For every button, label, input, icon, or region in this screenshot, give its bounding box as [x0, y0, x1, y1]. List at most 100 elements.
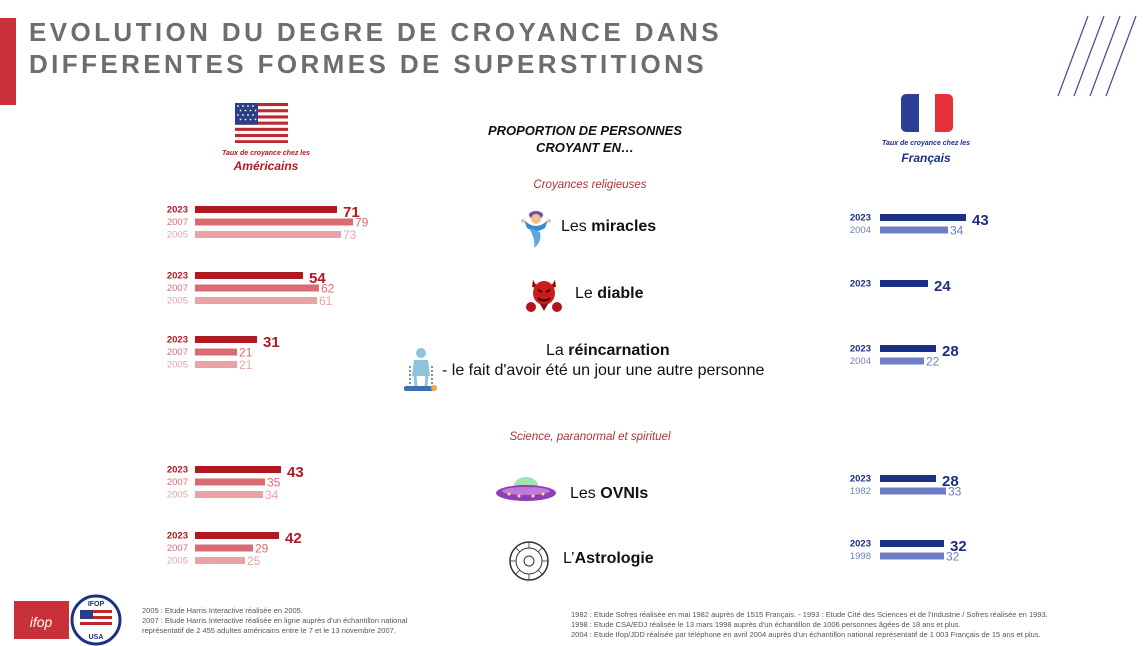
zodiac-icon — [509, 541, 549, 581]
center-title-line-1: PROPORTION DE PERSONNES — [487, 123, 683, 138]
us-value-label: 34 — [265, 488, 279, 502]
us-caption-big: Américains — [233, 159, 299, 173]
ufo-icon — [496, 477, 556, 501]
us-value-label: 61 — [319, 294, 333, 308]
us-year-label: 2023 — [167, 205, 188, 216]
ifop-logo-text: ifop — [30, 614, 53, 630]
fr-bar-2023 — [880, 475, 936, 482]
footnote-line: 2004 : Etude Ifop/JDD réalisée par télép… — [571, 630, 1041, 639]
us-bar-2005 — [195, 557, 245, 564]
us-year-label: 2023 — [167, 531, 188, 542]
item-bold: miracles — [591, 218, 657, 235]
section-science: Science, paranormal et spirituel — [509, 431, 671, 443]
footnotes-right: 1982 : Etude Sofres réalisée en mai 1982… — [571, 610, 1048, 640]
footnote-line: 2005 : Etude Harris Interactive réalisée… — [142, 606, 303, 615]
us-value-label-latest: 42 — [285, 530, 302, 547]
france-flag-icon — [901, 94, 953, 132]
us-bar-2007 — [195, 284, 319, 292]
us-value-label: 35 — [267, 476, 281, 490]
fr-value-label-latest: 24 — [934, 278, 951, 295]
fr-year-label: 2023 — [850, 279, 871, 290]
us-value-label-latest: 54 — [309, 270, 326, 287]
us-year-label: 2007 — [167, 217, 188, 228]
us-bar-2007 — [195, 348, 237, 356]
us-year-label: 2023 — [167, 271, 188, 282]
center-title-line-2: CROYANT EN… — [536, 140, 634, 155]
us-bar-2023 — [195, 336, 257, 343]
section-religious: Croyances religieuses — [533, 179, 647, 191]
fr-year-label: 1982 — [850, 486, 871, 497]
us-year-label: 2023 — [167, 465, 188, 476]
fr-bar-1982 — [880, 487, 946, 495]
fr-value-label-latest: 28 — [942, 343, 959, 360]
us-year-label: 2007 — [167, 283, 188, 294]
fr-value-label-latest: 43 — [972, 212, 989, 229]
us-bar-2007 — [195, 544, 253, 552]
us-value-label: 25 — [247, 554, 261, 568]
us-year-label: 2007 — [167, 543, 188, 554]
fr-bar-2004 — [880, 357, 924, 365]
us-value-label: 62 — [321, 282, 335, 296]
us-bar-2023 — [195, 532, 279, 539]
reincarnation-icon — [404, 348, 437, 391]
us-bar-2023 — [195, 272, 303, 279]
item-bold: diable — [597, 285, 644, 302]
us-bar-2005 — [195, 231, 341, 238]
fr-bar-2023 — [880, 540, 944, 547]
item-prefix: Le — [575, 285, 598, 302]
footnote-line: 2007 : Etude Harris Interactive réalisée… — [142, 616, 408, 625]
item-prefix: Les — [570, 485, 601, 502]
title-accent-bar — [0, 18, 16, 105]
item-label-miracles: Les miracles — [561, 218, 656, 236]
item-label-reincarnation: La réincarnation — [546, 342, 670, 360]
us-year-label: 2023 — [167, 335, 188, 346]
fr-bar-2023 — [880, 214, 966, 221]
us-value-label: 21 — [239, 358, 253, 372]
fr-bar-1998 — [880, 552, 944, 560]
footnote-line: représentatif de 2 455 adultes américain… — [142, 626, 396, 635]
item-bold: Astrologie — [574, 550, 654, 567]
item-bold: OVNIs — [600, 485, 649, 502]
us-year-label: 2005 — [167, 490, 188, 501]
us-bar-2023 — [195, 466, 281, 473]
us-value-label: 79 — [355, 216, 369, 230]
footnote-line: 1998 : Etude CSA/EDJ réalisée le 13 mars… — [571, 620, 961, 629]
fr-value-label-latest: 32 — [950, 538, 967, 555]
us-value-label-latest: 71 — [343, 204, 360, 221]
devil-icon — [526, 280, 562, 312]
us-value-label: 29 — [255, 542, 269, 556]
fr-year-label: 2004 — [850, 356, 871, 367]
fr-value-label: 22 — [926, 355, 940, 369]
ifop-usa-logo: IFOP USA — [70, 594, 122, 646]
us-year-label: 2005 — [167, 360, 188, 371]
item-bold: réincarnation — [568, 342, 670, 359]
decorative-lines — [1057, 15, 1137, 97]
us-year-label: 2007 — [167, 347, 188, 358]
center-title: PROPORTION DE PERSONNES CROYANT EN… — [455, 122, 715, 156]
item-prefix: L’ — [563, 550, 575, 567]
us-caption-small: Taux de croyance chez les — [221, 150, 311, 157]
fr-caption-small: Taux de croyance chez les — [881, 140, 971, 147]
footnotes-left: 2005 : Etude Harris Interactive réalisée… — [142, 606, 407, 636]
genie-icon — [521, 211, 551, 248]
item-prefix: Les — [561, 218, 592, 235]
fr-bar-2023 — [880, 280, 928, 287]
ifop-usa-logo-top: IFOP — [88, 601, 105, 608]
fr-year-label: 2004 — [850, 225, 871, 236]
fr-bar-2023 — [880, 345, 936, 352]
item-prefix: La — [546, 342, 569, 359]
us-value-label-latest: 43 — [287, 464, 304, 481]
fr-year-label: 1998 — [850, 551, 871, 562]
us-value-label-latest: 31 — [263, 334, 280, 351]
fr-year-label: 2023 — [850, 474, 871, 485]
item-sub-reincarnation: - le fait d'avoir été un jour une autre … — [442, 362, 765, 379]
ifop-usa-logo-bottom: USA — [89, 634, 104, 641]
us-flag-icon — [235, 103, 288, 143]
us-bar-2005 — [195, 297, 317, 304]
us-value-label: 21 — [239, 346, 253, 360]
fr-value-label: 32 — [946, 550, 960, 564]
fr-value-label: 34 — [950, 224, 964, 238]
fr-bar-2004 — [880, 226, 948, 234]
us-bar-2007 — [195, 218, 353, 226]
